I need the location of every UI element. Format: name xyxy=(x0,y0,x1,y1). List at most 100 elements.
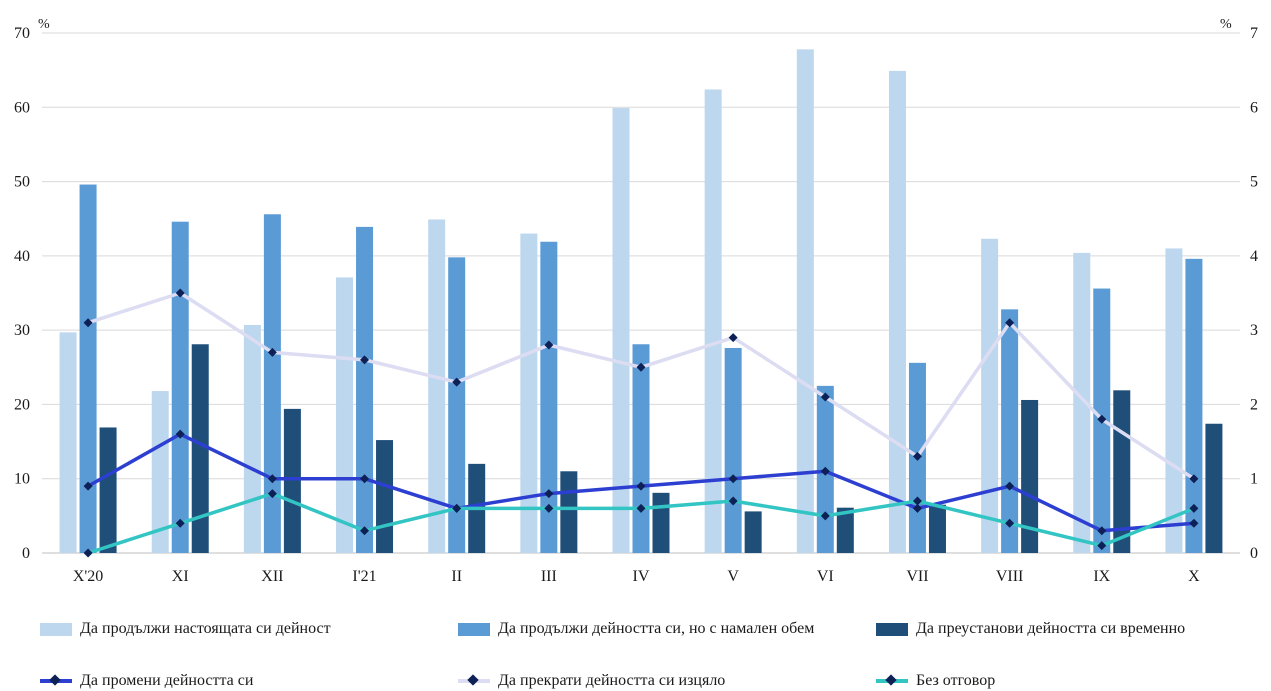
x-tick-label: X xyxy=(1188,568,1200,585)
bar xyxy=(560,471,578,553)
bar xyxy=(1073,252,1091,553)
line-point xyxy=(820,511,830,521)
line-point xyxy=(728,333,738,343)
bar xyxy=(632,344,650,553)
line-point xyxy=(267,474,277,484)
bar xyxy=(59,332,77,553)
line-point xyxy=(1097,541,1107,551)
line-point xyxy=(360,526,370,536)
line-point xyxy=(452,377,462,387)
line-point xyxy=(912,503,922,513)
line-point xyxy=(912,496,922,506)
right-tick-label: 6 xyxy=(1250,99,1258,116)
line-point xyxy=(360,355,370,365)
left-tick-label: 40 xyxy=(14,248,30,265)
bar xyxy=(99,427,117,553)
bar xyxy=(428,219,446,553)
x-tick-label: VI xyxy=(817,568,834,585)
left-tick-label: 10 xyxy=(14,471,30,488)
right-axis-unit: % xyxy=(1220,17,1232,32)
bar xyxy=(836,507,854,553)
bar xyxy=(1205,423,1223,553)
line-point xyxy=(83,318,93,328)
bar xyxy=(1165,248,1183,553)
x-tick-label: VII xyxy=(906,568,928,585)
line-point xyxy=(1189,518,1199,528)
bar xyxy=(1021,399,1039,553)
right-tick-label: 4 xyxy=(1250,248,1258,265)
x-tick-label: X'20 xyxy=(73,568,103,585)
x-tick-label: VIII xyxy=(996,568,1024,585)
bar xyxy=(652,492,670,553)
x-tick-label: I'21 xyxy=(352,568,376,585)
line-point xyxy=(1005,518,1015,528)
line-point xyxy=(83,481,93,491)
x-tick-label: XI xyxy=(172,568,189,585)
bar xyxy=(151,391,169,553)
bar xyxy=(981,238,999,553)
bar xyxy=(1001,309,1019,553)
right-tick-label: 3 xyxy=(1250,322,1258,339)
bar xyxy=(520,233,538,554)
line-point xyxy=(544,489,554,499)
bar xyxy=(243,324,261,553)
line-point xyxy=(820,466,830,476)
right-tick-label: 7 xyxy=(1250,25,1258,42)
line-point xyxy=(1097,526,1107,536)
line-point xyxy=(1097,414,1107,424)
bar xyxy=(540,241,558,553)
line-point xyxy=(636,503,646,513)
line-point xyxy=(544,503,554,513)
line-point xyxy=(636,481,646,491)
left-tick-label: 30 xyxy=(14,322,30,339)
line-point xyxy=(1189,503,1199,513)
line-point xyxy=(267,489,277,499)
line-point xyxy=(1005,318,1015,328)
bar xyxy=(191,344,209,553)
lines xyxy=(83,288,1199,558)
right-tick-label: 5 xyxy=(1250,174,1258,191)
line-point xyxy=(175,429,185,439)
bar xyxy=(612,108,630,554)
bar xyxy=(888,70,906,553)
line-point xyxy=(544,340,554,350)
x-tick-label: V xyxy=(727,568,739,585)
line-point xyxy=(175,288,185,298)
line-point xyxy=(820,392,830,402)
x-tick-label: III xyxy=(541,568,557,585)
left-tick-label: 60 xyxy=(14,99,30,116)
x-tick-label: IX xyxy=(1093,568,1110,585)
bar xyxy=(928,504,946,553)
x-tick-label: XII xyxy=(261,568,283,585)
bar xyxy=(336,277,354,553)
bar xyxy=(704,89,722,553)
x-tick-label: II xyxy=(451,568,462,585)
line-point xyxy=(912,451,922,461)
bar xyxy=(448,257,466,553)
line-point xyxy=(175,518,185,528)
left-axis-unit: % xyxy=(38,17,50,32)
line-point xyxy=(83,548,93,558)
x-tick-label: IV xyxy=(633,568,650,585)
bar xyxy=(376,440,394,553)
bars xyxy=(59,49,1223,554)
bar xyxy=(171,221,189,553)
bar xyxy=(263,214,281,553)
left-tick-label: 50 xyxy=(14,174,30,191)
bar xyxy=(796,49,814,553)
line-point xyxy=(1189,474,1199,484)
line-point xyxy=(452,503,462,513)
line-point xyxy=(728,496,738,506)
line-point xyxy=(728,474,738,484)
line-point xyxy=(267,347,277,357)
right-tick-label: 2 xyxy=(1250,396,1258,413)
bar xyxy=(356,226,374,553)
left-tick-label: 70 xyxy=(14,25,30,42)
bar xyxy=(724,347,742,553)
right-tick-label: 1 xyxy=(1250,471,1258,488)
line-point xyxy=(360,474,370,484)
line-point xyxy=(1005,481,1015,491)
bar xyxy=(744,511,762,553)
